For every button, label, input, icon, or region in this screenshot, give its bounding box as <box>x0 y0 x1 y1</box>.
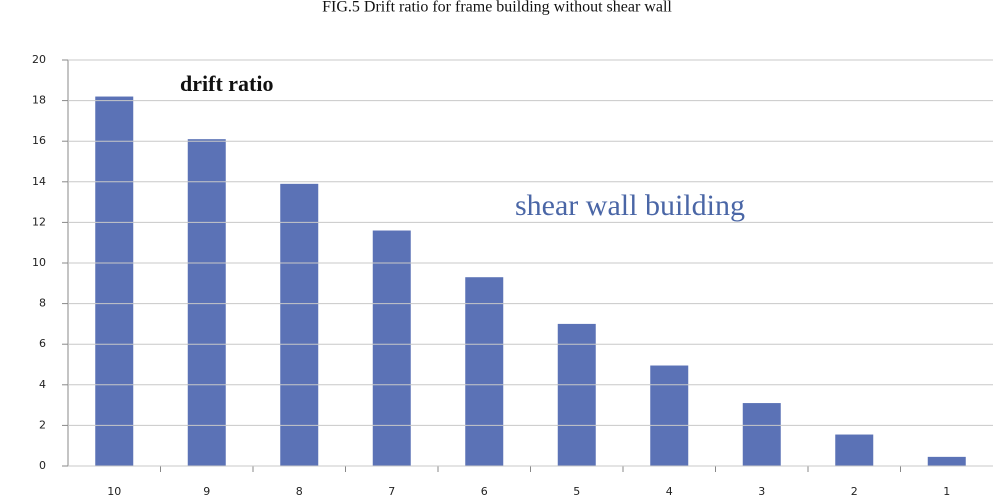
y-tick-label: 8 <box>39 297 46 310</box>
bar <box>927 456 966 466</box>
bar <box>650 365 689 466</box>
y-tick-label: 4 <box>39 378 46 391</box>
bar <box>835 434 874 466</box>
x-tick-label: 3 <box>758 485 765 498</box>
x-tick-label: 5 <box>573 485 580 498</box>
bar <box>742 403 781 466</box>
x-tick-label: 10 <box>107 485 121 498</box>
y-tick-label: 12 <box>32 215 46 228</box>
annotation: shear wall building <box>515 189 745 222</box>
y-tick-label: 0 <box>39 459 46 472</box>
bar <box>465 277 504 466</box>
y-tick-label: 6 <box>39 337 46 350</box>
y-tick-label: 16 <box>32 134 46 147</box>
x-tick-label: 8 <box>296 485 303 498</box>
y-tick-label: 20 <box>32 53 46 66</box>
x-tick-label: 2 <box>851 485 858 498</box>
bar <box>280 183 319 466</box>
x-tick-label: 4 <box>666 485 673 498</box>
bar <box>187 139 226 467</box>
x-tick-label: 1 <box>943 485 950 498</box>
x-tick-label: 6 <box>481 485 488 498</box>
bar <box>557 323 596 466</box>
y-tick-label: 14 <box>32 175 46 188</box>
y-tick-label: 10 <box>32 256 46 269</box>
bar <box>372 230 411 466</box>
x-tick-label: 7 <box>388 485 395 498</box>
y-tick-label: 18 <box>32 94 46 107</box>
annotation: drift ratio <box>180 71 273 96</box>
chart-title: FIG.5 Drift ratio for frame building wit… <box>322 0 672 16</box>
x-tick-label: 9 <box>203 485 210 498</box>
y-tick-label: 2 <box>39 418 46 431</box>
bar <box>95 96 134 466</box>
